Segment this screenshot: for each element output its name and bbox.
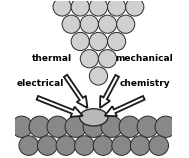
Circle shape xyxy=(119,116,140,137)
Circle shape xyxy=(71,32,89,51)
Circle shape xyxy=(98,50,117,68)
Circle shape xyxy=(149,136,169,155)
Circle shape xyxy=(53,0,71,16)
Circle shape xyxy=(80,50,98,68)
Circle shape xyxy=(89,0,108,16)
Text: mechanical: mechanical xyxy=(116,54,173,63)
Circle shape xyxy=(71,0,89,16)
Circle shape xyxy=(37,136,57,155)
Circle shape xyxy=(98,15,117,33)
Circle shape xyxy=(89,67,108,85)
Circle shape xyxy=(56,136,76,155)
Text: thermal: thermal xyxy=(32,54,72,63)
FancyArrow shape xyxy=(100,75,119,108)
Ellipse shape xyxy=(80,109,108,126)
Circle shape xyxy=(112,136,131,155)
Circle shape xyxy=(75,136,94,155)
Text: chemistry: chemistry xyxy=(120,79,170,88)
Circle shape xyxy=(126,0,144,16)
Circle shape xyxy=(47,116,68,137)
Circle shape xyxy=(29,116,50,137)
Circle shape xyxy=(155,116,176,137)
FancyArrow shape xyxy=(105,96,145,116)
Circle shape xyxy=(80,15,98,33)
Circle shape xyxy=(62,15,80,33)
Circle shape xyxy=(117,15,135,33)
Circle shape xyxy=(93,136,113,155)
Circle shape xyxy=(137,116,158,137)
Circle shape xyxy=(108,0,126,16)
Circle shape xyxy=(108,32,126,51)
FancyArrow shape xyxy=(64,75,88,108)
Circle shape xyxy=(89,32,108,51)
Circle shape xyxy=(65,116,86,137)
Circle shape xyxy=(83,116,104,137)
Circle shape xyxy=(11,116,32,137)
Circle shape xyxy=(130,136,150,155)
FancyArrow shape xyxy=(37,96,83,117)
Circle shape xyxy=(101,116,122,137)
Circle shape xyxy=(19,136,39,155)
Text: electrical: electrical xyxy=(17,79,64,88)
